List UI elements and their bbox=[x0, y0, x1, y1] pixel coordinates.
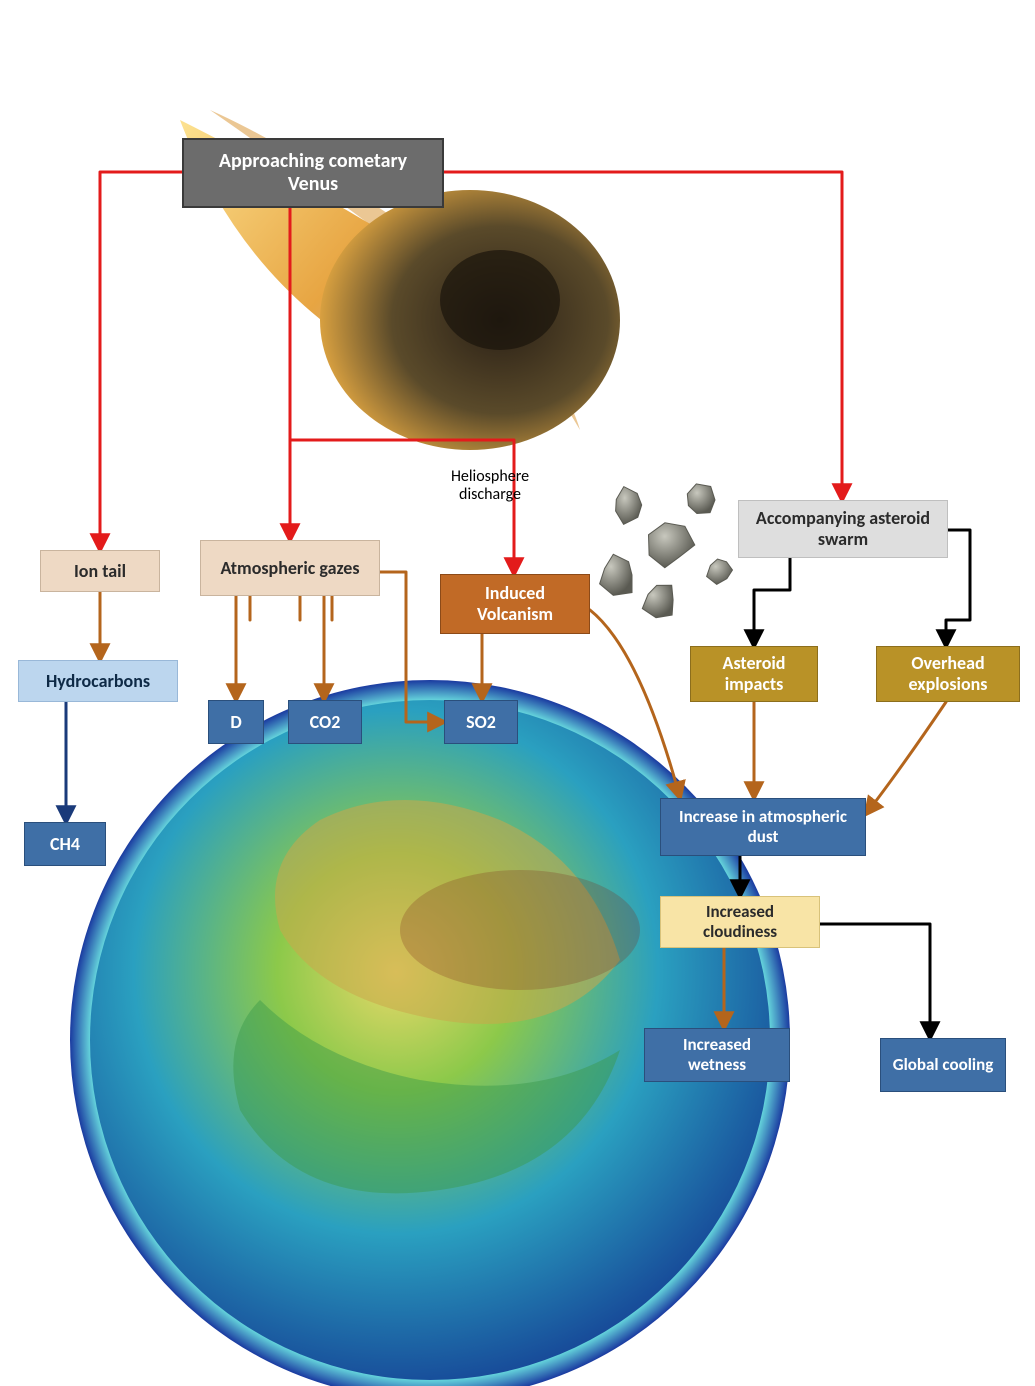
node-induced-volcanism: Induced Volcanism bbox=[440, 574, 590, 634]
arrow-overhead-to-dust bbox=[866, 702, 946, 814]
arrow-cloud-to-cool bbox=[820, 924, 930, 1038]
node-wetness: Increased wetness bbox=[644, 1028, 790, 1082]
node-ion-tail-text: Ion tail bbox=[74, 561, 126, 582]
node-hydrocarbons: Hydrocarbons bbox=[18, 660, 178, 702]
arrow-swarm-to-impacts bbox=[754, 558, 790, 646]
node-cool-text: Global cooling bbox=[893, 1055, 994, 1075]
node-co2-text: CO2 bbox=[310, 712, 341, 733]
node-cloudiness: Increased cloudiness bbox=[660, 896, 820, 948]
asteroid-graphic bbox=[600, 484, 733, 618]
node-ch4-text: CH4 bbox=[50, 834, 80, 855]
node-asteroid-impacts: Asteroid impacts bbox=[690, 646, 818, 702]
arrow-atm-to-so2 bbox=[380, 572, 444, 722]
node-ch4: CH4 bbox=[24, 822, 106, 866]
label-heliosphere-discharge: Heliosphere discharge bbox=[420, 468, 560, 503]
node-dust-text: Increase in atmospheric dust bbox=[671, 807, 855, 846]
node-ion-tail: Ion tail bbox=[40, 550, 160, 592]
node-volc-text: Induced Volcanism bbox=[451, 583, 579, 624]
node-overhead-text: Overhead explosions bbox=[887, 653, 1009, 694]
node-so2: SO2 bbox=[444, 700, 518, 744]
node-so2-text: SO2 bbox=[466, 712, 496, 733]
diagram-stage: { "canvas": { "width": 1035, "height": 1… bbox=[0, 0, 1035, 1386]
arrow-volc-to-dust bbox=[590, 610, 680, 798]
node-atmospheric-gazes: Atmospheric gazes bbox=[200, 540, 380, 596]
node-atmospheric-dust: Increase in atmospheric dust bbox=[660, 798, 866, 856]
arrow-src-to-swarm bbox=[444, 172, 842, 500]
arrow-swarm-to-overhead bbox=[946, 530, 970, 646]
node-d: D bbox=[208, 700, 264, 744]
node-swarm-text: Accompanying asteroid swarm bbox=[749, 508, 937, 549]
node-wet-text: Increased wetness bbox=[655, 1035, 779, 1074]
node-asteroid-swarm: Accompanying asteroid swarm bbox=[738, 500, 948, 558]
node-cloud-text: Increased cloudiness bbox=[671, 902, 809, 941]
node-source: Approaching cometary Venus bbox=[182, 138, 444, 208]
node-atm-text: Atmospheric gazes bbox=[220, 558, 359, 579]
arrow-src-to-iontail bbox=[100, 172, 182, 550]
node-source-text: Approaching cometary Venus bbox=[194, 150, 432, 196]
node-impacts-text: Asteroid impacts bbox=[701, 653, 807, 694]
node-co2: CO2 bbox=[288, 700, 362, 744]
node-global-cooling: Global cooling bbox=[880, 1038, 1006, 1092]
arrow-atm-fork bbox=[250, 596, 332, 620]
node-d-text: D bbox=[230, 712, 241, 733]
node-hydrocarbons-text: Hydrocarbons bbox=[46, 671, 150, 692]
node-overhead-explosions: Overhead explosions bbox=[876, 646, 1020, 702]
